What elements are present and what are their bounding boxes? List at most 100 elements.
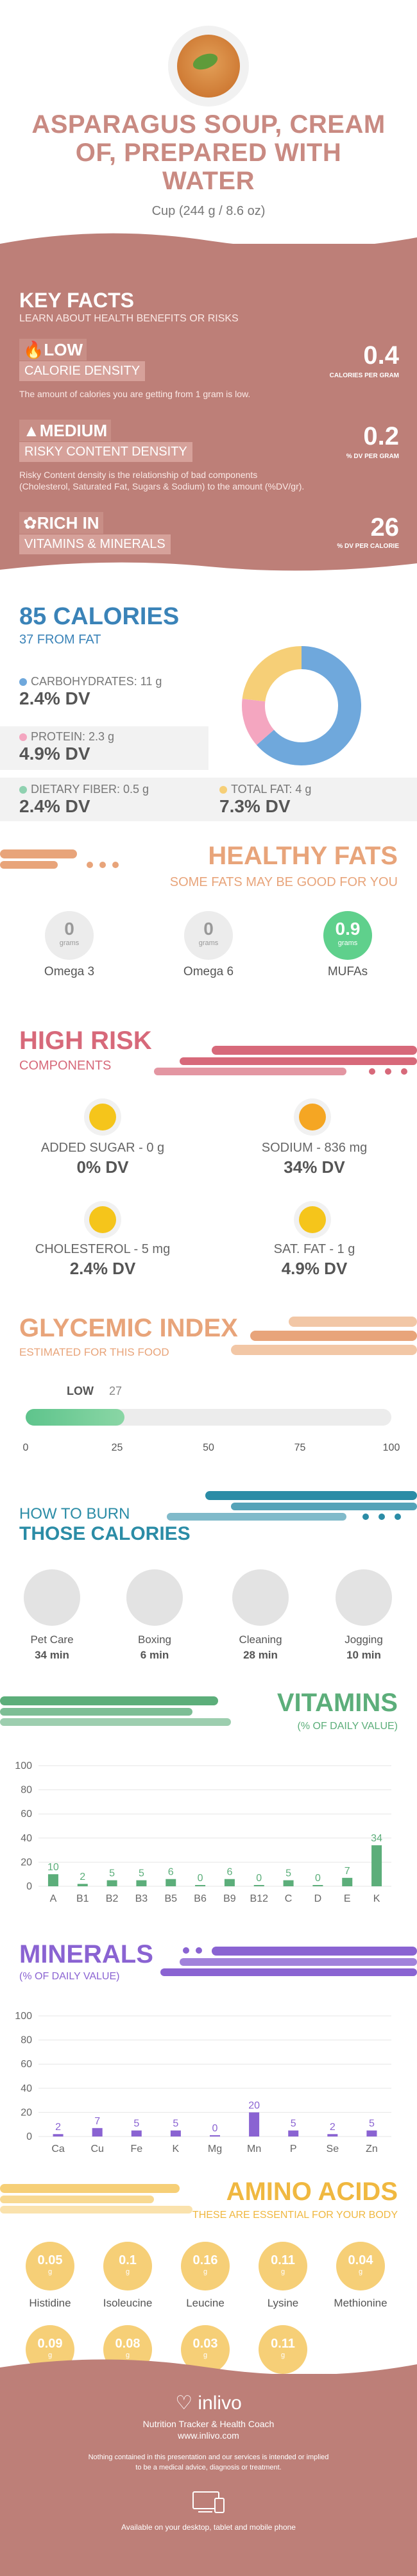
wave-bottom-decoration <box>0 557 417 571</box>
mufas-label: MUFAs <box>327 965 368 978</box>
amino-unit: g <box>280 2351 285 2359</box>
bar <box>195 1885 206 1886</box>
x-tick-label: B2 <box>106 1893 119 1904</box>
y-tick-label: 40 <box>21 1833 32 1844</box>
boxing-time: 6 min <box>140 1649 169 1661</box>
vitamins-title: VITAMINS <box>277 1689 398 1717</box>
footer: ♡ inlivo Nutrition Tracker & Health Coac… <box>0 2359 417 2576</box>
protein-label: PROTEIN: 2.3 g <box>31 730 115 743</box>
rich-in-level: ✿RICH IN <box>19 512 103 534</box>
amino-circle: 0.11 g <box>259 2325 307 2374</box>
warning-icon: ▲ <box>23 421 40 440</box>
jogging-label: Jogging <box>345 1633 383 1646</box>
bar <box>210 2135 220 2137</box>
bar-value-label: 0 <box>212 2123 218 2134</box>
omega3-value: 0 <box>64 919 74 939</box>
glycemic-level: LOW <box>67 1385 94 1397</box>
sodium-dv: 34% DV <box>284 1157 345 1177</box>
y-tick-label: 20 <box>21 2107 32 2118</box>
mufas-value: 0.9 <box>335 919 361 939</box>
mufas-unit: grams <box>337 939 358 947</box>
risky-density-level: ▲MEDIUM <box>19 420 112 441</box>
x-tick-label: E <box>344 1893 351 1904</box>
x-tick-label: Ca <box>51 2144 65 2154</box>
added-sugar-icon <box>84 1098 121 1136</box>
cleaning-icon <box>232 1569 289 1626</box>
y-tick-label: 100 <box>15 2011 32 2022</box>
burn-title-1: HOW TO BURN <box>19 1505 130 1523</box>
sat-fat-dv: 4.9% DV <box>281 1259 348 1278</box>
footer-url[interactable]: www.inlivo.com <box>178 2430 239 2441</box>
x-tick-label: B9 <box>223 1893 236 1904</box>
donut-slice <box>256 646 361 765</box>
bar <box>166 1879 176 1886</box>
amino-unit: g <box>47 2268 53 2276</box>
calorie-density-value: 0.4 <box>363 341 399 370</box>
amino-name: Isoleucine <box>103 2297 153 2309</box>
amino-unit: g <box>203 2351 208 2359</box>
bar <box>327 2134 338 2137</box>
calorie-density-label: CALORIE DENSITY <box>19 361 146 381</box>
key-facts-subtitle: LEARN ABOUT HEALTH BENEFITS OR RISKS <box>19 313 239 324</box>
bar-value-label: 5 <box>369 2119 375 2129</box>
title-line: OF, PREPARED WITH <box>75 139 342 167</box>
added-sugar-label: ADDED SUGAR - 0 g <box>40 1141 165 1155</box>
amino-value: 0.05 <box>37 2253 63 2267</box>
pet-care-time: 34 min <box>35 1649 69 1661</box>
bar-value-label: 5 <box>139 1868 144 1879</box>
orange-stripes-decoration-2 <box>231 1317 417 1355</box>
bar <box>249 2112 260 2137</box>
glycemic-title: GLYCEMIC INDEX <box>19 1314 238 1342</box>
amino-circle: 0.05 g <box>26 2242 74 2290</box>
y-tick-label: 20 <box>21 1857 32 1868</box>
amino-value: 0.09 <box>37 2337 63 2351</box>
carbs-label: CARBOHYDRATES: 11 g <box>31 675 162 688</box>
bar-value-label: 5 <box>291 2119 296 2129</box>
bar <box>253 1885 264 1886</box>
omega3-label: Omega 3 <box>44 965 95 978</box>
jogging-time: 10 min <box>346 1649 381 1661</box>
protein-row-bg <box>0 726 208 770</box>
x-tick-label: Cu <box>90 2144 103 2154</box>
amino-value: 0.11 <box>271 2253 295 2267</box>
x-tick-label: B6 <box>194 1893 207 1904</box>
macro-donut-chart <box>242 646 361 765</box>
bar <box>106 1880 117 1886</box>
x-tick-label: K <box>373 1893 380 1904</box>
amino-unit: g <box>125 2351 130 2359</box>
y-tick-label: 60 <box>21 1809 32 1820</box>
amino-unit: g <box>358 2268 363 2276</box>
carbs-dv: 2.4% DV <box>19 688 90 708</box>
bar <box>224 1879 235 1886</box>
y-tick-label: 0 <box>26 1881 32 1892</box>
cleaning-time: 28 min <box>243 1649 278 1661</box>
sat-fat-label: SAT. FAT - 1 g <box>273 1242 355 1256</box>
vitamins-chart: 100 80 60 40 20 0 10 A 2 B1 5 B2 5 B3 6 B5 0 B6 6 B9 0 B12 5 C 0… <box>15 1761 391 1904</box>
glycemic-subtitle: ESTIMATED FOR THIS FOOD <box>19 1346 169 1358</box>
jogging-icon <box>336 1569 392 1626</box>
bar-value-label: 10 <box>47 1862 59 1873</box>
y-tick-label: 100 <box>15 1761 32 1771</box>
amino-circle: 0.1 g <box>103 2242 152 2290</box>
amino-value: 0.08 <box>115 2337 140 2351</box>
teal-stripes-decoration <box>167 1491 417 1521</box>
glycemic-fill <box>26 1409 124 1426</box>
omega6-label: Omega 6 <box>183 965 234 978</box>
risky-desc-2: (Cholesterol, Saturated Fat, Sugars & So… <box>19 481 305 491</box>
x-tick-label: Zn <box>366 2144 378 2154</box>
omega6-circle: 0 grams <box>184 911 233 960</box>
y-tick-label: 40 <box>21 2083 32 2094</box>
amino-value: 0.1 <box>119 2253 137 2267</box>
bar-value-label: 34 <box>371 1833 382 1844</box>
key-facts-section: KEY FACTS LEARN ABOUT HEALTH BENEFITS OR… <box>0 233 417 558</box>
bar <box>92 2128 103 2137</box>
heart-logo-icon: ♡ <box>175 2393 198 2414</box>
rich-in-unit: % DV PER CALORIE <box>337 543 399 550</box>
risky-density-block: ▲MEDIUM RISKY CONTENT DENSITY <box>19 420 192 462</box>
fat-dv: 7.3% DV <box>219 796 291 816</box>
green-stripes-decoration <box>0 1696 231 1726</box>
minerals-chart: 100 80 60 40 20 0 2 Ca 7 Cu 5 Fe 5 K 0 Mg 20 Mn 5 P 2 Se 5 Zn <box>15 2011 391 2154</box>
calories-title: 85 CALORIES <box>19 603 180 630</box>
bar <box>47 1874 58 1886</box>
omega3-unit: grams <box>59 939 80 947</box>
